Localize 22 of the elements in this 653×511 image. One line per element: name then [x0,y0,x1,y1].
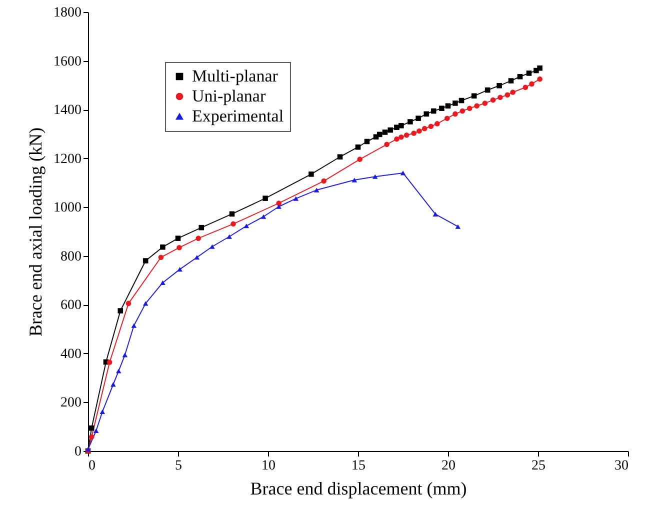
x-tick-label: 30 [614,458,628,474]
x-tick-label: 5 [175,458,182,474]
x-tick-label: 20 [442,458,456,474]
x-tick-label: 0 [88,458,96,474]
y-tick-label: 0 [74,444,82,460]
y-axis-title: Brace end axial loading (kN) [26,128,46,336]
x-tick-label: 15 [352,458,366,474]
y-tick-label: 400 [60,346,82,362]
y-tick-label: 800 [60,249,82,264]
x-tick-label: 25 [532,458,546,474]
y-tick-label: 1200 [54,152,82,167]
legend-label: Uni-planar [192,86,266,106]
y-tick-label: 1800 [54,6,82,20]
y-tick-label: 1600 [54,54,82,70]
y-tick-label: 1400 [54,103,82,118]
legend-label: Multi-planar [192,66,278,86]
x-tick-label: 10 [262,458,276,474]
y-tick-label: 1000 [54,200,82,216]
y-tick-label: 200 [60,396,82,411]
x-axis-title: Brace end displacement (mm) [250,478,467,498]
y-tick-label: 600 [60,298,82,314]
legend-label: Experimental [192,106,284,126]
